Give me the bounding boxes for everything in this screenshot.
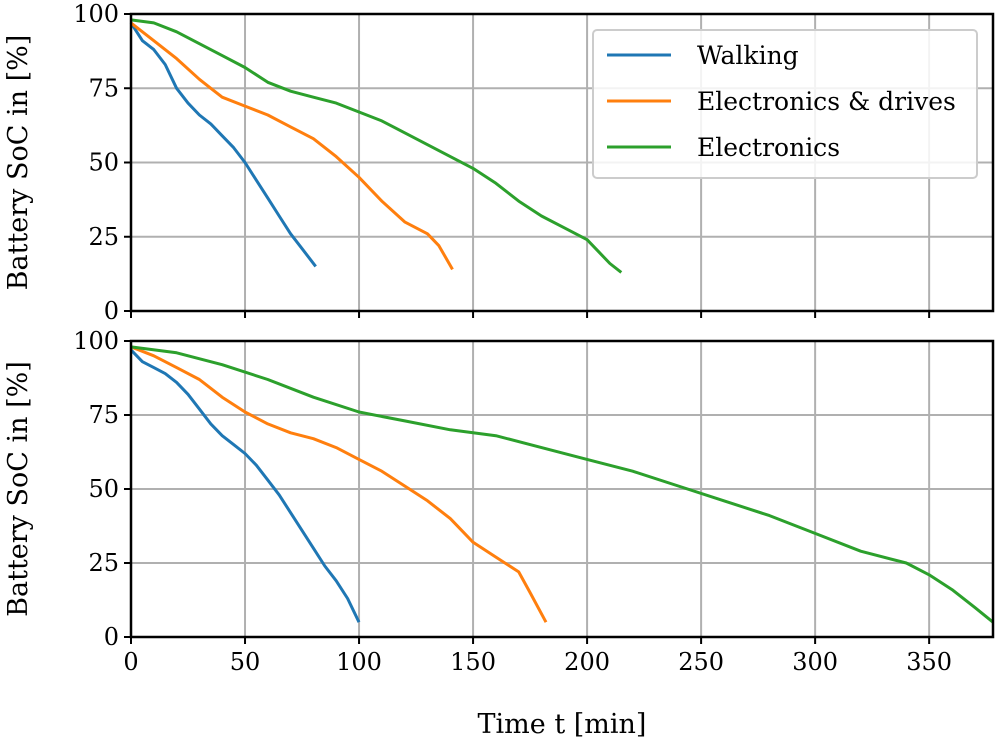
legend-label-1: Electronics & drives: [697, 87, 956, 116]
bottom-grid: [130, 340, 993, 638]
bottom-ylabel: Battery SoC in [%]: [3, 361, 34, 617]
bottom-xtick-label: 250: [678, 648, 724, 676]
bottom-series-lines: [129, 345, 994, 624]
bottom-xlabel: Time t [min]: [478, 709, 647, 740]
bottom-panel: 0 50 100 150 200 250 300 350 0 25 50 75 100 Battery …: [3, 327, 995, 740]
top-series-line-0: [129, 22, 317, 268]
bottom-xtick-label: 50: [230, 648, 261, 676]
bottom-xtick-label: 150: [450, 648, 496, 676]
bottom-ytick-label: 75: [88, 401, 119, 429]
bottom-xtick-label: 100: [336, 648, 382, 676]
top-series-line-2: [130, 18, 623, 274]
bottom-ticks: 0 50 100 150 200 250 300 350 0 25 50 75 100: [73, 327, 952, 676]
top-series-line-1: [130, 21, 454, 271]
legend-box: [592, 29, 978, 179]
legend-label-0: Walking: [697, 41, 799, 70]
bottom-series-line-1: [130, 345, 548, 623]
legend: Walking Electronics & drives Electronics: [592, 29, 978, 179]
bottom-series-line-0: [129, 348, 361, 623]
bottom-ytick-label: 0: [104, 623, 119, 651]
top-ylabel: Battery SoC in [%]: [3, 35, 34, 291]
bottom-series-line-2: [130, 345, 994, 624]
bottom-xtick-label: 200: [564, 648, 610, 676]
top-ytick-label: 25: [88, 223, 119, 251]
bottom-xtick-label: 0: [123, 648, 138, 676]
bottom-ytick-label: 100: [73, 327, 119, 355]
top-ytick-label: 100: [73, 0, 119, 28]
top-panel: 0 25 50 75 100 Battery SoC in [%] Walking Ele…: [3, 0, 995, 325]
bottom-xtick-label: 350: [906, 648, 952, 676]
bottom-ytick-label: 50: [88, 475, 119, 503]
top-ticks: 0 25 50 75 100: [73, 0, 931, 325]
top-ytick-label: 50: [88, 149, 119, 177]
top-series-lines: [129, 18, 623, 274]
bottom-xtick-label: 300: [792, 648, 838, 676]
top-ytick-label: 0: [104, 297, 119, 325]
legend-label-2: Electronics: [697, 133, 840, 162]
bottom-ytick-label: 25: [88, 549, 119, 577]
top-ytick-label: 75: [88, 74, 119, 102]
